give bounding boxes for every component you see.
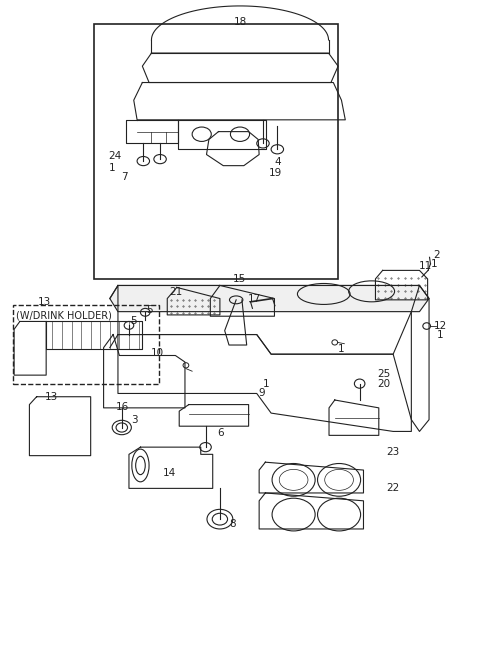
Text: 16: 16 [116,401,130,411]
Polygon shape [110,285,429,312]
Text: 1: 1 [108,163,115,173]
Text: 21: 21 [169,287,182,297]
Text: 15: 15 [232,274,246,284]
Text: 11: 11 [419,261,432,271]
Text: 14: 14 [163,468,176,478]
Bar [94,24,338,279]
Text: 7: 7 [121,173,128,182]
Text: 5: 5 [131,316,137,327]
Text: 17: 17 [248,293,261,304]
Text: 18: 18 [233,17,247,28]
Text: 10: 10 [151,348,164,358]
Text: 6: 6 [217,428,224,438]
Text: 1: 1 [263,379,270,388]
Text: 8: 8 [229,520,236,529]
Text: 23: 23 [386,447,400,457]
Text: 1: 1 [437,330,444,340]
Text: 22: 22 [386,483,400,493]
Text: 4: 4 [274,157,281,167]
Text: 25: 25 [377,369,390,379]
Text: 5: 5 [146,304,152,315]
Text: 19: 19 [268,168,282,178]
Text: 12: 12 [433,321,447,331]
Text: (W/DRINK HOLDER): (W/DRINK HOLDER) [16,310,112,320]
Text: 9: 9 [258,388,265,398]
Text: 3: 3 [132,415,138,424]
Text: 13: 13 [38,297,51,307]
Text: 20: 20 [377,379,390,388]
Text: 1: 1 [338,344,345,354]
Text: 24: 24 [108,152,121,161]
Text: 1: 1 [431,259,437,269]
Text: 2: 2 [433,250,440,260]
Text: 13: 13 [45,392,59,401]
Bar [12,305,158,384]
